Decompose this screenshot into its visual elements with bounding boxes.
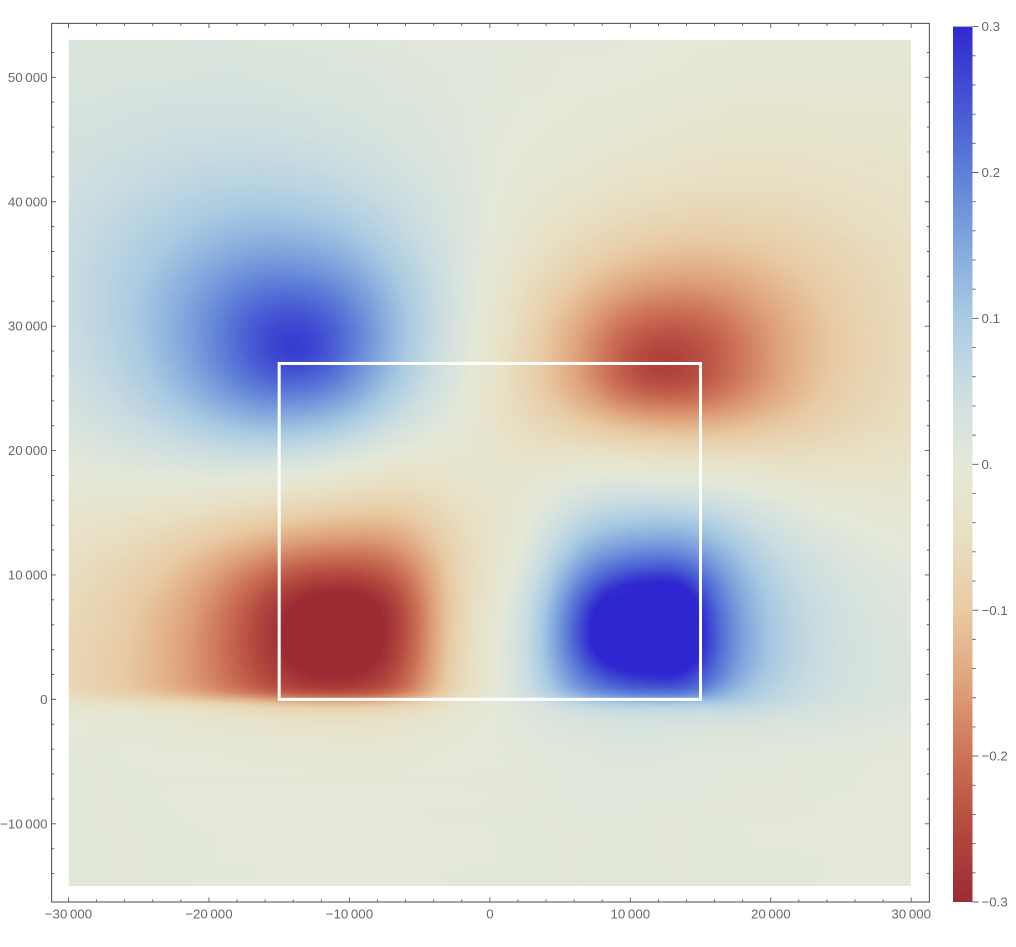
- svg-text:−20 000: −20 000: [185, 907, 232, 922]
- svg-text:10 000: 10 000: [8, 568, 48, 583]
- svg-text:20 000: 20 000: [751, 907, 791, 922]
- svg-text:0.3: 0.3: [982, 19, 1001, 34]
- svg-text:30 000: 30 000: [891, 907, 931, 922]
- svg-text:−10 000: −10 000: [326, 907, 373, 922]
- svg-text:0: 0: [40, 692, 47, 707]
- svg-text:0.: 0.: [982, 457, 993, 472]
- svg-text:−10 000: −10 000: [0, 816, 47, 831]
- svg-text:0.1: 0.1: [982, 311, 1001, 326]
- svg-text:20 000: 20 000: [8, 443, 48, 458]
- svg-text:40 000: 40 000: [8, 194, 48, 209]
- svg-text:0: 0: [486, 907, 493, 922]
- svg-text:−0.3: −0.3: [982, 895, 1008, 910]
- svg-text:50 000: 50 000: [8, 70, 48, 85]
- svg-text:30 000: 30 000: [8, 319, 48, 334]
- svg-text:−30 000: −30 000: [45, 907, 92, 922]
- svg-text:−0.1: −0.1: [982, 603, 1008, 618]
- svg-text:0.2: 0.2: [982, 165, 1001, 180]
- svg-text:−0.2: −0.2: [982, 749, 1008, 764]
- svg-text:10 000: 10 000: [610, 907, 650, 922]
